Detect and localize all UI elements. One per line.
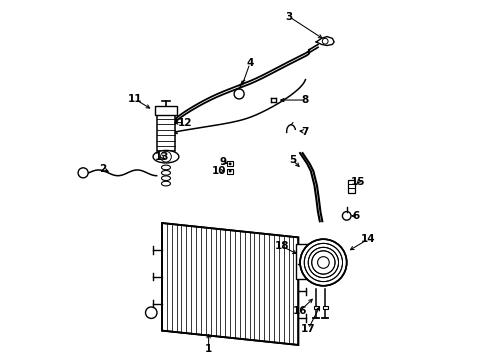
Text: 15: 15 <box>350 177 365 187</box>
Text: 10: 10 <box>212 166 226 176</box>
Text: 3: 3 <box>285 12 292 22</box>
Text: 7: 7 <box>301 127 308 136</box>
Circle shape <box>228 170 231 172</box>
Circle shape <box>160 151 171 162</box>
Bar <box>348 180 354 193</box>
Text: 6: 6 <box>351 211 359 221</box>
Text: 11: 11 <box>128 94 142 104</box>
Bar <box>156 116 175 151</box>
Bar <box>296 244 319 279</box>
Text: 16: 16 <box>292 306 306 316</box>
Text: 4: 4 <box>245 58 253 68</box>
Circle shape <box>228 162 231 165</box>
Text: 5: 5 <box>289 155 296 165</box>
Text: 17: 17 <box>301 324 315 334</box>
Text: 18: 18 <box>274 241 289 251</box>
Bar <box>227 161 233 166</box>
Text: 13: 13 <box>155 152 169 162</box>
Polygon shape <box>162 223 298 345</box>
Bar <box>227 168 233 174</box>
Text: 2: 2 <box>99 164 106 174</box>
Ellipse shape <box>153 150 179 163</box>
Text: 14: 14 <box>360 234 375 244</box>
Text: 8: 8 <box>301 95 308 105</box>
Text: 1: 1 <box>204 343 212 354</box>
Circle shape <box>317 257 328 268</box>
Bar <box>322 306 327 309</box>
Text: 12: 12 <box>178 118 192 128</box>
Bar <box>155 107 176 116</box>
Text: 9: 9 <box>219 157 226 167</box>
Circle shape <box>300 239 346 286</box>
Polygon shape <box>316 37 333 45</box>
Bar <box>313 306 318 309</box>
